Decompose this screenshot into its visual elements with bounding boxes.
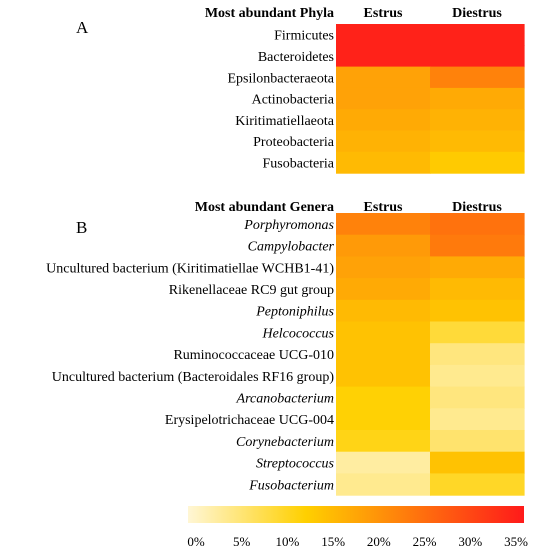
row-label: Peptoniphilus	[255, 305, 334, 320]
colorbar-gradient	[188, 506, 524, 523]
heatmap-cell	[336, 386, 431, 409]
row-label: Uncultured bacterium (Bacteroidales RF16…	[52, 370, 335, 385]
row-label: Ruminococcaceae UCG-010	[173, 348, 334, 363]
row-label: Helcococcus	[261, 326, 334, 341]
heatmap-cell	[430, 66, 525, 89]
row-label: Erysipelotrichaceae UCG-004	[165, 413, 334, 428]
colorbar-tick-label: 5%	[233, 534, 251, 549]
colorbar-tick-label: 20%	[367, 534, 391, 549]
heatmap-cell	[336, 234, 431, 257]
panel-letter: B	[76, 218, 87, 237]
row-label: Arcanobacterium	[236, 391, 334, 406]
heatmap-cell	[336, 130, 431, 153]
heatmap-cell	[430, 256, 525, 279]
heatmap-cell	[336, 278, 431, 301]
heatmap-cell	[430, 213, 525, 236]
column-header-diestrus: Diestrus	[452, 200, 502, 215]
heatmap-cell	[336, 66, 431, 89]
heatmap-cell	[430, 87, 525, 110]
heatmap-cell	[336, 451, 431, 474]
row-label: Bacteroidetes	[258, 50, 334, 65]
row-label: Fusobacteria	[262, 156, 334, 171]
column-header-estrus: Estrus	[364, 200, 403, 215]
heatmap-cell	[430, 321, 525, 344]
panel-b-genera-heatmap: B Most abundant Genera Estrus Diestrus Porph…	[46, 200, 525, 496]
column-header-estrus: Estrus	[364, 6, 403, 21]
heatmap-cell	[336, 256, 431, 279]
heatmap-cell	[430, 473, 525, 496]
heatmap-cell	[430, 364, 525, 388]
row-label: Epsilonbacteraeota	[227, 71, 334, 86]
row-label: Streptococcus	[256, 457, 335, 472]
heatmap-cell	[336, 473, 431, 496]
panel-a-phyla-heatmap: A Most abundant Phyla Estrus Diestrus Firmic…	[76, 6, 525, 174]
heatmap-cell	[430, 386, 525, 409]
heatmap-cell	[336, 364, 431, 388]
panel-header: Most abundant Genera	[195, 200, 334, 215]
colorbar-tick-label: 30%	[458, 534, 482, 549]
colorbar-tick-label: 10%	[276, 534, 300, 549]
colorbar-tick-label: 15%	[321, 534, 345, 549]
heatmap-cell	[336, 213, 431, 236]
heatmap-cell	[336, 321, 431, 344]
row-label: Campylobacter	[248, 240, 335, 255]
heatmap-cell	[430, 45, 525, 68]
row-label: Rikenellaceae RC9 gut group	[169, 283, 334, 298]
heatmap-cell	[336, 45, 431, 68]
heatmap-cell	[336, 87, 431, 110]
row-label: Firmicutes	[274, 29, 334, 44]
row-label: Porphyromonas	[243, 218, 334, 233]
heatmap-cell	[430, 278, 525, 301]
heatmap-cell	[430, 109, 525, 132]
colorbar-legend: 0% 5% 10% 15% 20% 25% 30% 35%	[187, 506, 528, 549]
heatmap-cell	[336, 151, 431, 174]
heatmap-cell	[336, 430, 431, 453]
heatmap-cell	[430, 451, 525, 474]
row-label: Fusobacterium	[248, 478, 334, 493]
heatmap-cell	[430, 408, 525, 431]
heatmap-cell	[430, 130, 525, 153]
heatmap-cell	[430, 430, 525, 453]
row-label: Proteobacteria	[253, 135, 335, 150]
row-label: Kiritimatiellaeota	[235, 114, 335, 129]
row-label: Corynebacterium	[236, 435, 334, 450]
colorbar-tick-label: 0%	[187, 534, 205, 549]
row-label: Actinobacteria	[252, 93, 335, 108]
row-label: Uncultured bacterium (Kiritimatiellae WC…	[46, 261, 334, 276]
heatmap-cell	[430, 24, 525, 46]
heatmap-cell	[336, 24, 431, 46]
heatmap-cell	[336, 343, 431, 366]
column-header-diestrus: Diestrus	[452, 6, 502, 21]
panel-header: Most abundant Phyla	[205, 6, 334, 21]
heatmap-cell	[336, 299, 431, 323]
heatmap-cell	[336, 408, 431, 431]
heatmap-cell	[430, 151, 525, 174]
panel-letter: A	[76, 18, 89, 37]
colorbar-tick-label: 35%	[504, 534, 528, 549]
heatmap-cell	[430, 234, 525, 257]
colorbar-tick-label: 25%	[413, 534, 437, 549]
heatmap-cell	[430, 343, 525, 366]
heatmap-cell	[430, 299, 525, 323]
heatmap-cell	[336, 109, 431, 132]
